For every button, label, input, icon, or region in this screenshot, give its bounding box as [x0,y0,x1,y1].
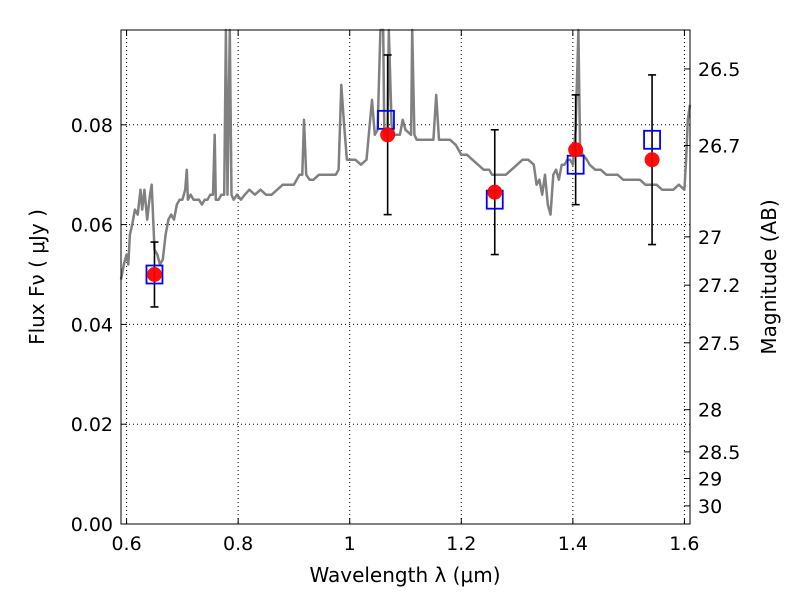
y-axis-label: Flux Fν ( μJy ) [25,209,49,345]
mag-tick-label: 26.5 [698,59,740,81]
x-tick-label: 0.6 [111,533,141,555]
mag-tick-label: 27.5 [698,333,740,355]
y-tick-label: 0.06 [71,215,113,237]
observed-point [568,142,584,158]
x-tick-label: 1.2 [446,533,476,555]
model-spectrum-line [119,28,692,280]
mag-tick-label: 29 [698,468,722,490]
grid-layer [121,30,690,524]
y-tick-label: 0.04 [71,314,113,336]
x-tick-label: 0.8 [223,533,253,555]
markers-layer [145,54,661,308]
mag-tick-label: 27.2 [698,275,740,297]
right-axis-label: Magnitude (AB) [757,199,781,354]
spectrum-layer [119,28,692,280]
x-tick-label: 1 [344,533,356,555]
mag-tick-label: 26.7 [698,135,740,157]
plot-frame [120,29,691,525]
y-tick-label: 0.00 [71,514,113,536]
mag-tick-label: 27 [698,227,722,249]
x-axis-label: Wavelength λ (μm) [309,563,500,587]
x-tick-label: 1.4 [558,533,588,555]
x-tick-label: 1.6 [669,533,699,555]
mag-tick-label: 30 [698,496,722,518]
ticks-layer: 0.6 0.8 1 1.2 1.4 1.6 0.00 0.02 0.04 0.06 0.08 26.5… [71,30,740,555]
mag-tick-label: 28.5 [698,442,740,464]
observed-point [644,152,660,168]
observed-point [146,267,162,283]
observed-point [487,184,503,200]
model-photometry-square [643,129,661,150]
mag-tick-label: 28 [698,400,722,422]
y-tick-label: 0.02 [71,414,113,436]
y-tick-label: 0.08 [71,115,113,137]
observed-point [380,127,396,143]
model-photometry-square [145,264,164,285]
